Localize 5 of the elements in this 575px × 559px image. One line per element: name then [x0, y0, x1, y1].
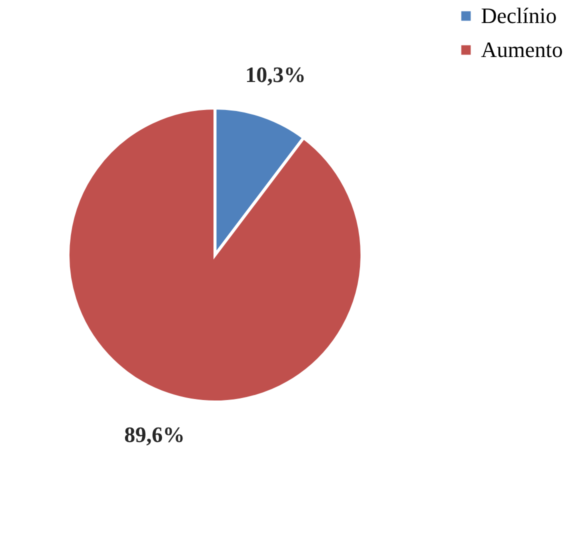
legend-label: Aumento — [481, 37, 563, 62]
data-label: 89,6% — [124, 422, 185, 448]
pie-slice — [66, 106, 364, 404]
data-label: 10,3% — [245, 62, 306, 87]
legend-label: Declínio — [481, 3, 557, 28]
